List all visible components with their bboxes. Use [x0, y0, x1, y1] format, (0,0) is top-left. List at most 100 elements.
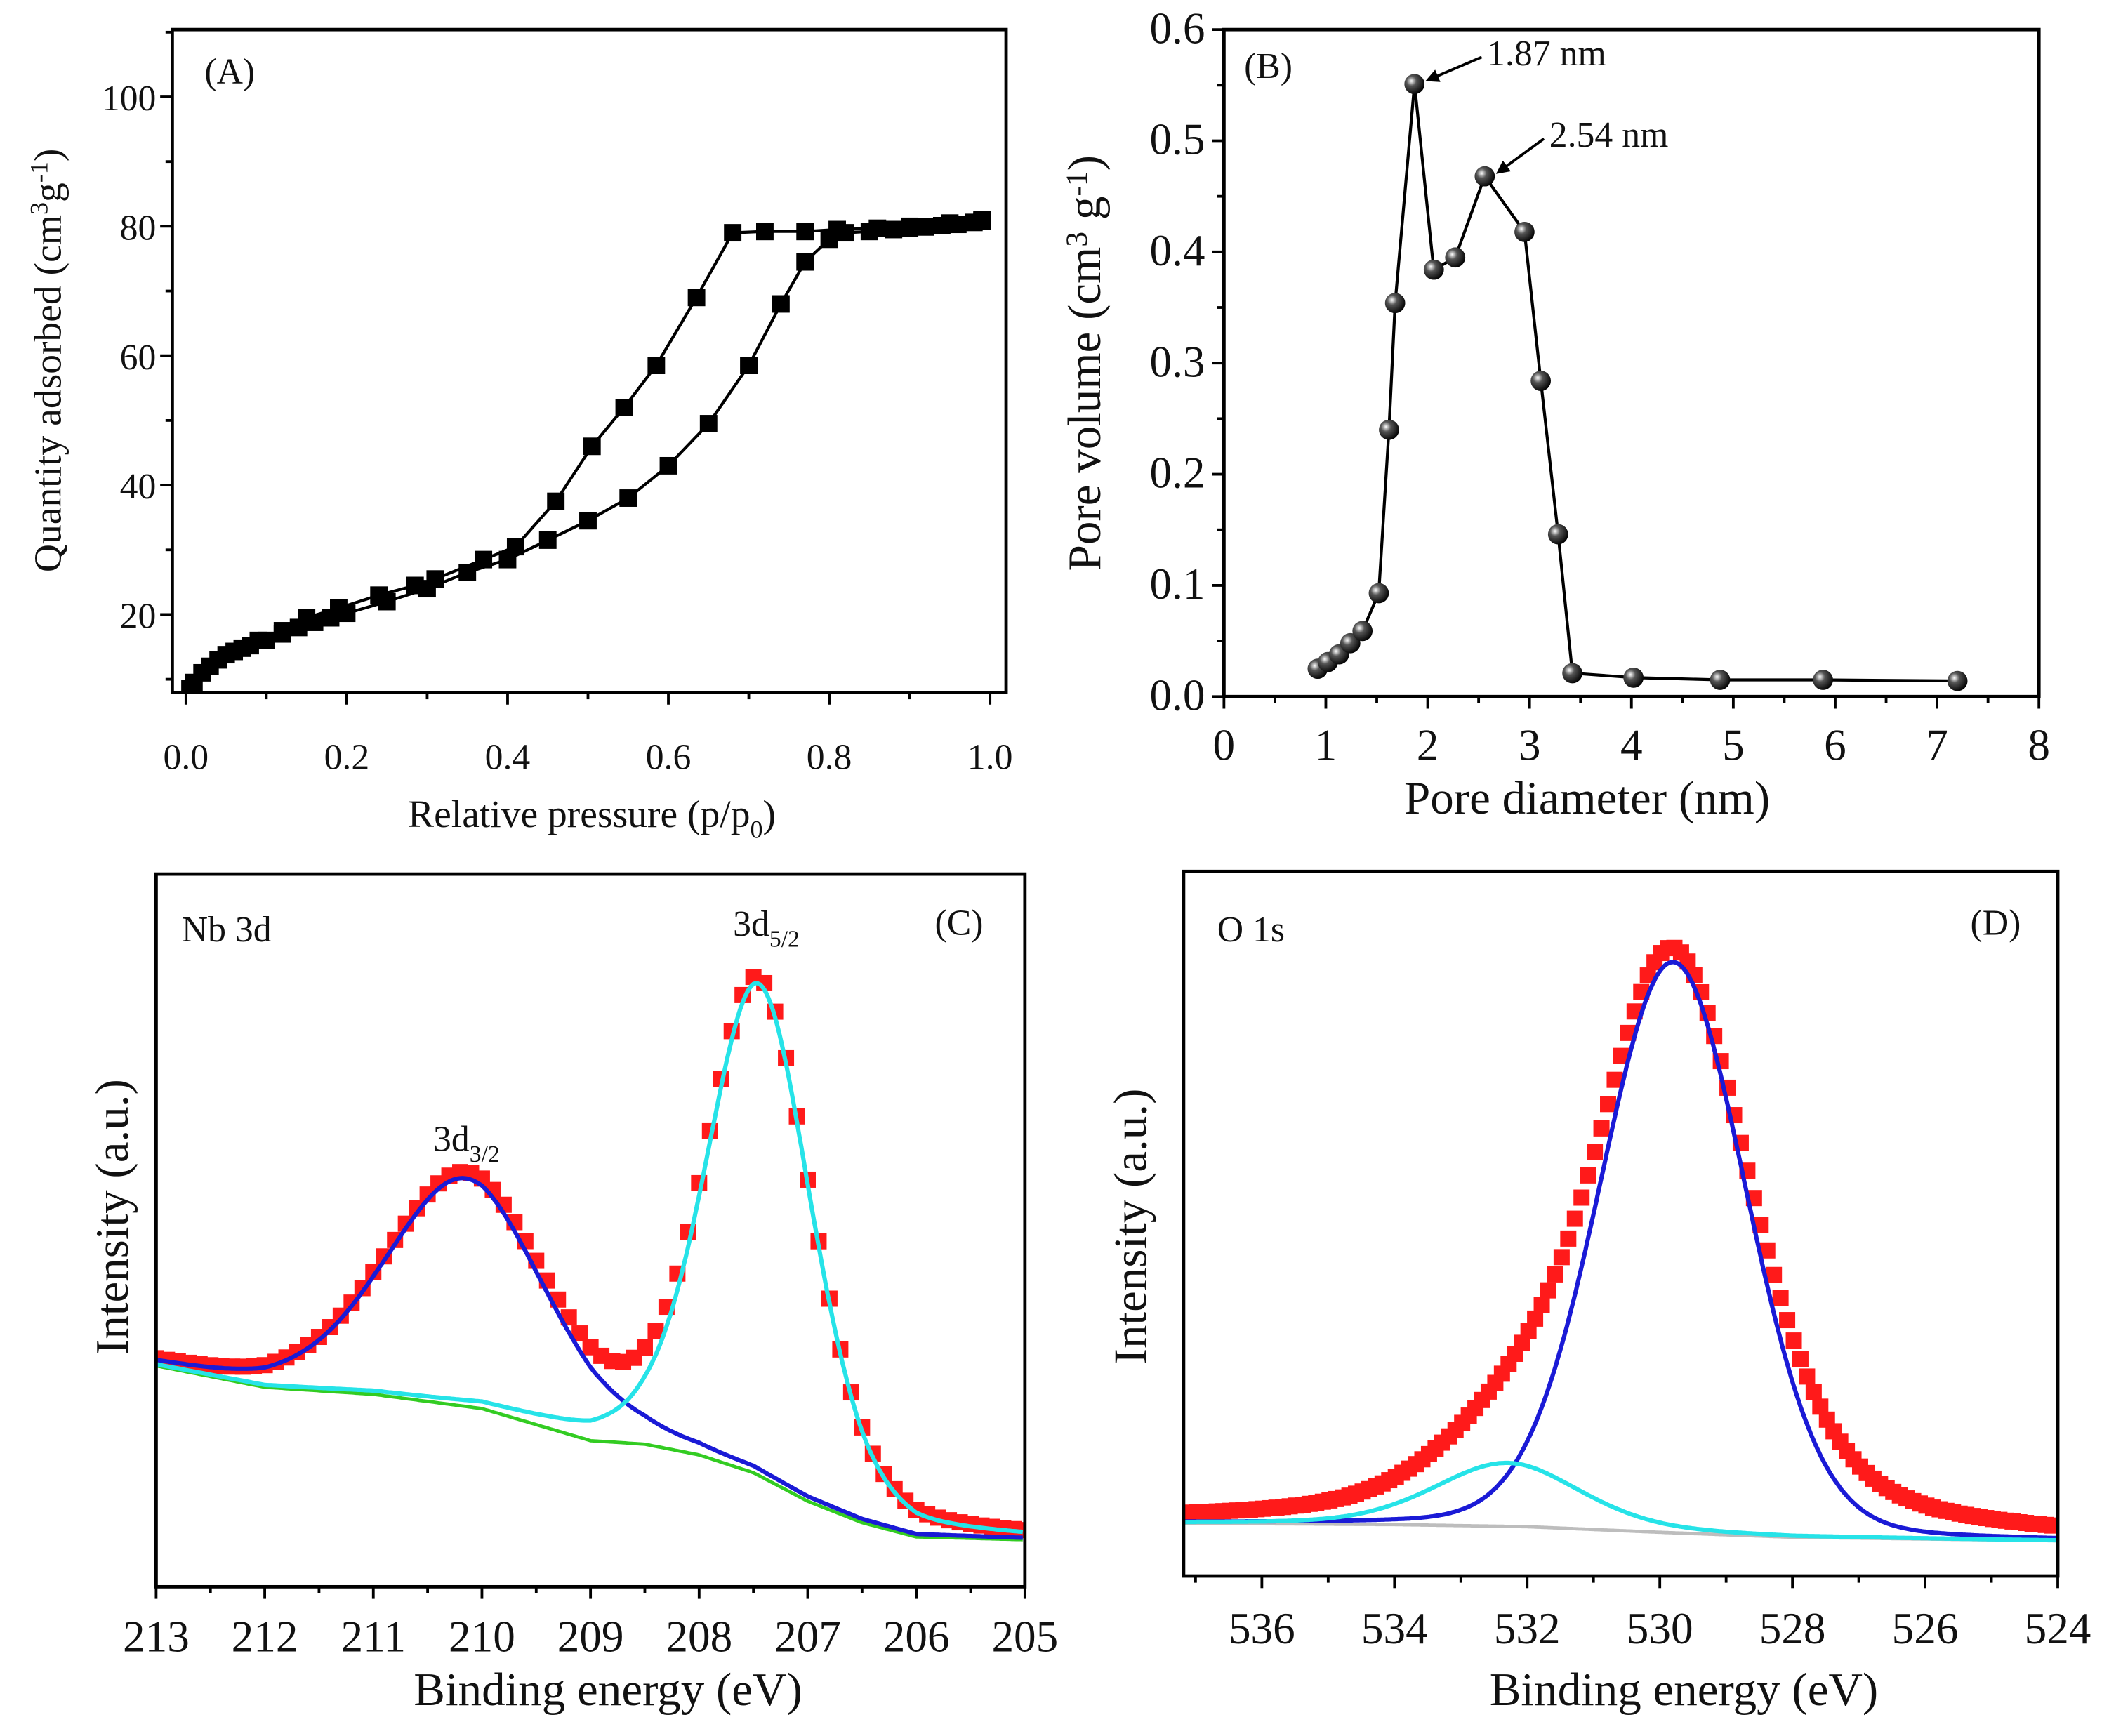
panel-label: (C) [935, 903, 984, 943]
panel-d: 536 534 532 530 528 526 524 Binding energy (eV)… [1104, 869, 2091, 1716]
data-point [1404, 74, 1425, 95]
x-tick-label: 7 [1926, 720, 1948, 769]
data-point [506, 538, 524, 556]
x-tick-label: 210 [449, 1612, 515, 1661]
measured-point [409, 1200, 425, 1217]
measured-point [1540, 1282, 1556, 1299]
x-tick-label: 3 [1519, 720, 1541, 769]
data-point [1340, 632, 1361, 654]
x-tick-label: 0.6 [646, 738, 692, 778]
series-line-background [156, 1364, 1023, 1542]
y-axis-title-sup1: 3 [25, 202, 53, 215]
x-tick-label: 1.0 [967, 738, 1013, 778]
data-point [901, 217, 919, 235]
measured-point [2044, 1517, 2058, 1534]
data-point [885, 220, 903, 239]
x-axis-title: Pore diameter (nm) [1404, 771, 1770, 824]
y-tick-label: 20 [120, 597, 157, 637]
panel-c: 213 212 211 210 209 208 207 206 205 Binding energ… [86, 872, 1058, 1716]
x-tick-label: 532 [1494, 1604, 1561, 1653]
data-point [298, 609, 316, 627]
y-axis-title-sup1: 3 [1060, 232, 1094, 247]
series-line-3d5-2-fit [156, 981, 1024, 1535]
y-tick-label: 40 [120, 467, 157, 507]
y-tick-label: 0.6 [1150, 4, 1205, 53]
data-point [724, 224, 742, 242]
measured-point [1533, 1297, 1550, 1313]
series-line-surface-oxygen-fit [1183, 1460, 2058, 1543]
data-point [583, 437, 601, 456]
measured-point [1600, 1096, 1616, 1113]
data-point [1474, 166, 1495, 187]
plot-area [1307, 74, 1968, 691]
data-point [1813, 670, 1833, 690]
y-tick-label: 100 [102, 79, 157, 119]
axes-frame [154, 872, 1027, 1589]
y-tick-label: 0.5 [1150, 115, 1205, 164]
y-axis-title-sup2: -1 [1060, 171, 1094, 196]
y-tick-label: 0.0 [1150, 670, 1205, 720]
x-tick-label: 4 [1620, 720, 1643, 769]
series-line-lattice-oxygen-fit [1183, 960, 2058, 1541]
data-point [370, 586, 388, 604]
peak-label: 3d3/2 [433, 1120, 500, 1167]
x-tick-label: 209 [557, 1612, 624, 1661]
data-point [828, 220, 846, 239]
measured-point [1799, 1368, 1816, 1385]
data-point [1547, 524, 1568, 545]
y-tick-label: 0.4 [1150, 226, 1205, 275]
measured-point [1766, 1266, 1783, 1283]
plot-area [181, 211, 991, 693]
panel-b: 0 1 2 3 4 5 6 7 8 0.0 0.1 0.2 0.3 0.4 0.5 0.6 Pore diame… [1058, 4, 2050, 824]
x-tick-label: 526 [1892, 1604, 1959, 1653]
data-point [1423, 259, 1444, 280]
x-tick-label: 8 [2028, 720, 2050, 769]
element-label: Nb 3d [182, 910, 272, 950]
data-point [1514, 221, 1535, 242]
data-point [249, 631, 267, 649]
data-point [1445, 247, 1466, 268]
x-tick-label: 206 [883, 1612, 950, 1661]
x-axis-title: Binding energy (eV) [414, 1663, 802, 1716]
data-point [772, 295, 790, 313]
x-tick-label: 5 [1722, 720, 1745, 769]
measured-point [571, 1325, 588, 1342]
peak-annotation: 2.54 nm [1549, 115, 1669, 155]
annotation-arrow [1495, 137, 1545, 174]
x-tick-label: 212 [232, 1612, 298, 1661]
x-tick-label: 208 [666, 1612, 732, 1661]
data-point [475, 550, 493, 569]
peak-label: 3d5/2 [733, 904, 800, 952]
peak-label-main: 3d [433, 1120, 470, 1160]
measured-point [1613, 1047, 1629, 1064]
measured-point [1553, 1249, 1570, 1266]
data-point [1562, 663, 1582, 684]
panel-label: (D) [1971, 903, 2021, 943]
data-point [615, 399, 633, 416]
x-axis-title-main: Binding energy (eV) [1490, 1663, 1879, 1716]
data-point [547, 492, 565, 510]
annotation-arrow [1425, 55, 1483, 82]
axes-frame [170, 27, 1008, 694]
measured-point [1547, 1266, 1563, 1283]
x-tick-label: 528 [1759, 1604, 1826, 1653]
plot-area [156, 969, 1025, 1542]
measured-point [1606, 1071, 1623, 1088]
data-point [796, 253, 814, 271]
y-axis-title-end: ) [26, 149, 70, 161]
series-line-pore-size-distribution [1316, 84, 1958, 683]
y-axis-title: Quantity adsorbed (cm3g-1) [25, 149, 70, 572]
x-tick-label: 207 [774, 1612, 841, 1661]
y-axis-title-main: Quantity adsorbed (cm [26, 215, 70, 572]
measured-point [1639, 967, 1656, 984]
data-point [1379, 419, 1399, 440]
data-point [330, 599, 348, 617]
x-tick-label: 211 [341, 1612, 406, 1661]
plot-area [1183, 939, 2058, 1543]
y-axis-title: Intensity (a.u.) [1104, 1089, 1156, 1365]
x-axis-title: Relative pressure (p/p0) [408, 793, 776, 843]
peak-annotation: 1.87 nm [1487, 34, 1606, 74]
x-tick-label: 530 [1627, 1604, 1693, 1653]
data-point [1384, 293, 1406, 314]
